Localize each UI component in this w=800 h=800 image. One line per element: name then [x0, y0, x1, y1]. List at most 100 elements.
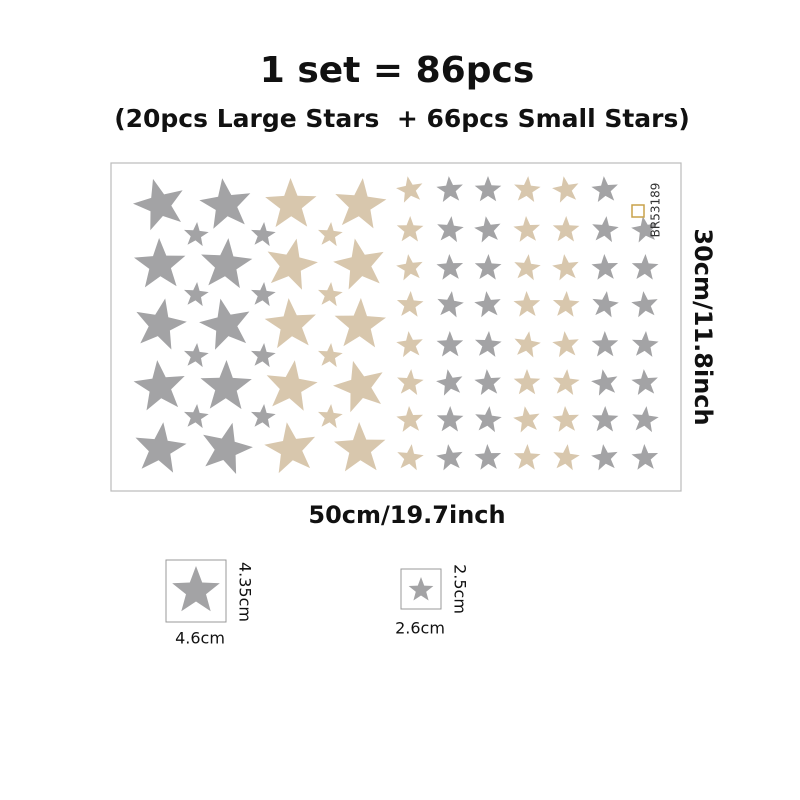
star	[474, 444, 502, 470]
star	[396, 254, 423, 281]
large-width: 4.6cm	[175, 629, 225, 648]
star	[335, 178, 387, 229]
star	[552, 291, 580, 317]
star	[437, 291, 464, 318]
star	[134, 238, 186, 288]
star	[396, 406, 423, 432]
star	[201, 238, 253, 289]
star	[474, 176, 502, 202]
star	[592, 291, 619, 318]
star	[437, 216, 464, 243]
star	[264, 422, 316, 474]
star	[318, 404, 343, 429]
star	[172, 566, 220, 612]
height-label: 30cm/11.8inch	[689, 228, 717, 425]
star	[133, 178, 183, 231]
star	[591, 176, 618, 202]
star	[475, 406, 502, 433]
star	[591, 254, 619, 280]
star	[136, 298, 187, 350]
star	[513, 406, 540, 433]
star	[474, 369, 501, 395]
star	[318, 222, 343, 247]
sticker-sheet	[110, 162, 682, 492]
product-code: BR53189	[649, 183, 663, 238]
star	[475, 331, 502, 357]
star	[436, 176, 463, 202]
star	[552, 254, 579, 281]
title: 1 set = 86pcs	[260, 50, 535, 91]
star	[265, 178, 317, 228]
star	[397, 369, 424, 395]
star	[267, 238, 318, 290]
star	[632, 406, 659, 433]
star	[514, 176, 541, 202]
width-label: 50cm/19.7inch	[308, 501, 505, 529]
star	[514, 331, 541, 358]
star	[631, 369, 658, 395]
star	[514, 254, 541, 281]
star	[513, 369, 541, 395]
star	[334, 422, 386, 472]
subtitle: (20pcs Large Stars + 66pcs Small Stars)	[114, 104, 690, 133]
star	[436, 331, 464, 357]
small-sample-box	[400, 568, 442, 610]
large-sample-box	[165, 559, 227, 623]
star	[396, 176, 423, 203]
small-width: 2.6cm	[395, 619, 445, 638]
small-height: 2.5cm	[451, 564, 470, 614]
logo	[631, 204, 645, 218]
star	[264, 298, 316, 349]
star	[184, 282, 209, 307]
star	[333, 238, 384, 290]
star	[318, 282, 343, 307]
star	[631, 216, 658, 243]
star	[200, 360, 252, 410]
star	[632, 331, 659, 357]
star	[334, 298, 386, 348]
star	[513, 291, 541, 317]
star	[552, 331, 579, 358]
star	[396, 216, 424, 242]
star	[436, 369, 463, 396]
star	[631, 254, 659, 280]
star	[396, 331, 423, 358]
star	[591, 331, 619, 357]
star	[631, 291, 658, 318]
star	[199, 178, 251, 229]
star	[436, 254, 464, 280]
star	[251, 343, 276, 368]
stars	[133, 176, 659, 474]
star	[251, 282, 276, 307]
star	[184, 404, 209, 429]
star	[513, 216, 540, 242]
star	[553, 369, 580, 395]
star	[474, 291, 501, 318]
star	[251, 222, 276, 247]
large-height: 4.35cm	[236, 562, 255, 622]
star	[396, 291, 424, 317]
star	[135, 422, 187, 473]
star	[474, 216, 501, 243]
star	[266, 360, 318, 411]
star	[318, 343, 343, 368]
star	[552, 176, 579, 203]
star	[203, 422, 253, 474]
star	[436, 444, 463, 471]
star	[513, 444, 541, 470]
star	[199, 298, 250, 350]
star	[591, 369, 618, 396]
star	[333, 360, 383, 413]
star	[251, 404, 276, 429]
star	[184, 222, 209, 247]
star	[184, 343, 209, 368]
star	[591, 406, 619, 432]
star	[408, 577, 434, 601]
star	[552, 406, 579, 432]
star	[592, 216, 619, 243]
star	[591, 444, 618, 471]
star	[553, 444, 580, 471]
star	[474, 254, 502, 280]
star	[133, 360, 185, 411]
